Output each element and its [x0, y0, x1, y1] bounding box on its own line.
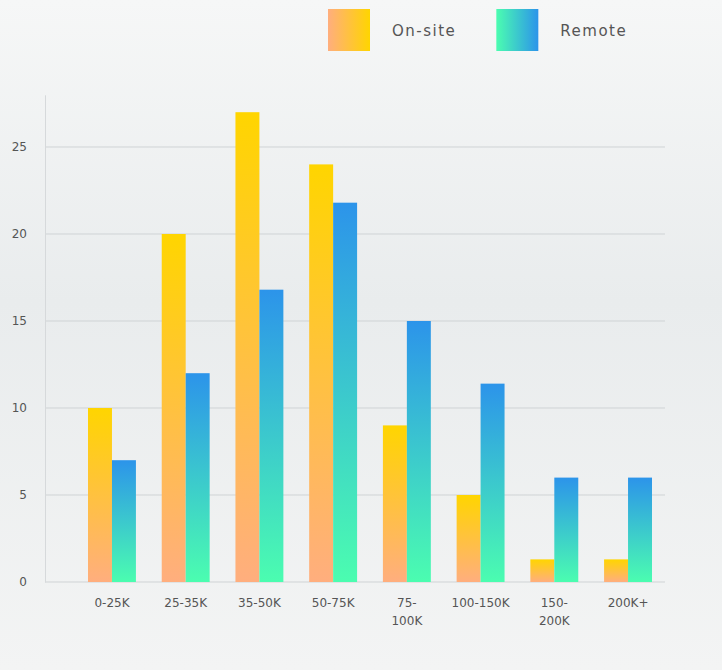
bar: [333, 203, 357, 582]
bar: [554, 478, 578, 582]
x-tick: 75- 100K: [391, 582, 423, 628]
x-tick-label-line: 200K: [539, 614, 571, 628]
bar: [162, 234, 186, 582]
x-axis: 0-25K 25-35K 35-50K 50-75K 75- 100K 100-150K 15…: [89, 582, 653, 628]
x-tick-label: 150- 200K: [539, 596, 571, 628]
x-tick-label-line: 75-: [397, 596, 417, 610]
bar: [186, 373, 210, 582]
y-axis-line: [45, 95, 46, 582]
x-tick-label: 0-25K: [94, 596, 130, 610]
x-tick-label-line: 100K: [391, 614, 423, 628]
x-tick-label: 25-35K: [164, 596, 208, 610]
y-tick-label: 0: [19, 575, 27, 589]
bar: [530, 559, 554, 582]
x-tick-label: 75- 100K: [391, 596, 423, 628]
y-tick-label: 25: [12, 140, 27, 154]
x-tick-label: 50-75K: [312, 596, 356, 610]
x-tick: 50-75K: [312, 582, 356, 610]
x-tick-label-line: 35-50K: [238, 596, 282, 610]
x-tick-label-line: 0-25K: [94, 596, 130, 610]
y-tick-label: 15: [12, 314, 27, 328]
bar: [628, 478, 652, 582]
chart: 0 5 10 15 20 25 0-25K 25-35K 35-50K 50-75K 75- 100K…: [0, 0, 722, 670]
x-tick-label-line: 100-150K: [452, 596, 511, 610]
bar: [88, 408, 112, 582]
background: [0, 0, 722, 670]
grid: [45, 147, 665, 582]
y-tick: 15: [12, 314, 45, 328]
bar: [259, 290, 283, 582]
legend-swatch: [496, 9, 538, 51]
legend: On-site Remote: [328, 9, 627, 51]
legend-swatch: [328, 9, 370, 51]
y-tick: 5: [19, 488, 45, 502]
y-tick-label: 20: [12, 227, 27, 241]
bar: [235, 112, 259, 582]
x-tick: 35-50K: [238, 582, 282, 610]
x-tick-label-line: 25-35K: [164, 596, 208, 610]
series-bars: [112, 203, 652, 582]
bars: [88, 112, 652, 582]
x-tick-label: 100-150K: [452, 596, 511, 610]
grid-line: [45, 147, 665, 148]
y-tick: 25: [12, 140, 45, 154]
x-tick: 100-150K: [452, 582, 511, 610]
y-tick: 10: [12, 401, 45, 415]
legend-label: On-site: [392, 22, 456, 40]
x-tick-label-line: 50-75K: [312, 596, 356, 610]
x-axis-line: [89, 582, 653, 583]
y-tick-label: 5: [19, 488, 27, 502]
bar: [383, 425, 407, 582]
bar: [407, 321, 431, 582]
x-tick-label: 200K+: [608, 596, 649, 610]
bar: [457, 495, 481, 582]
bar: [112, 460, 136, 582]
bar: [481, 384, 505, 582]
series-bars: [88, 112, 628, 582]
y-axis: 0 5 10 15 20 25: [12, 95, 46, 589]
x-tick: 25-35K: [164, 582, 208, 610]
y-tick: 0: [19, 575, 45, 589]
x-tick-label-line: 150-: [541, 596, 568, 610]
x-tick: 200K+: [608, 582, 649, 610]
bar: [604, 559, 628, 582]
y-tick-label: 10: [12, 401, 27, 415]
y-tick: 20: [12, 227, 45, 241]
x-tick: 0-25K: [94, 582, 130, 610]
x-tick: 150- 200K: [539, 582, 571, 628]
x-tick-label: 35-50K: [238, 596, 282, 610]
x-tick-label-line: 200K+: [608, 596, 649, 610]
bar: [309, 164, 333, 582]
legend-label: Remote: [560, 22, 627, 40]
